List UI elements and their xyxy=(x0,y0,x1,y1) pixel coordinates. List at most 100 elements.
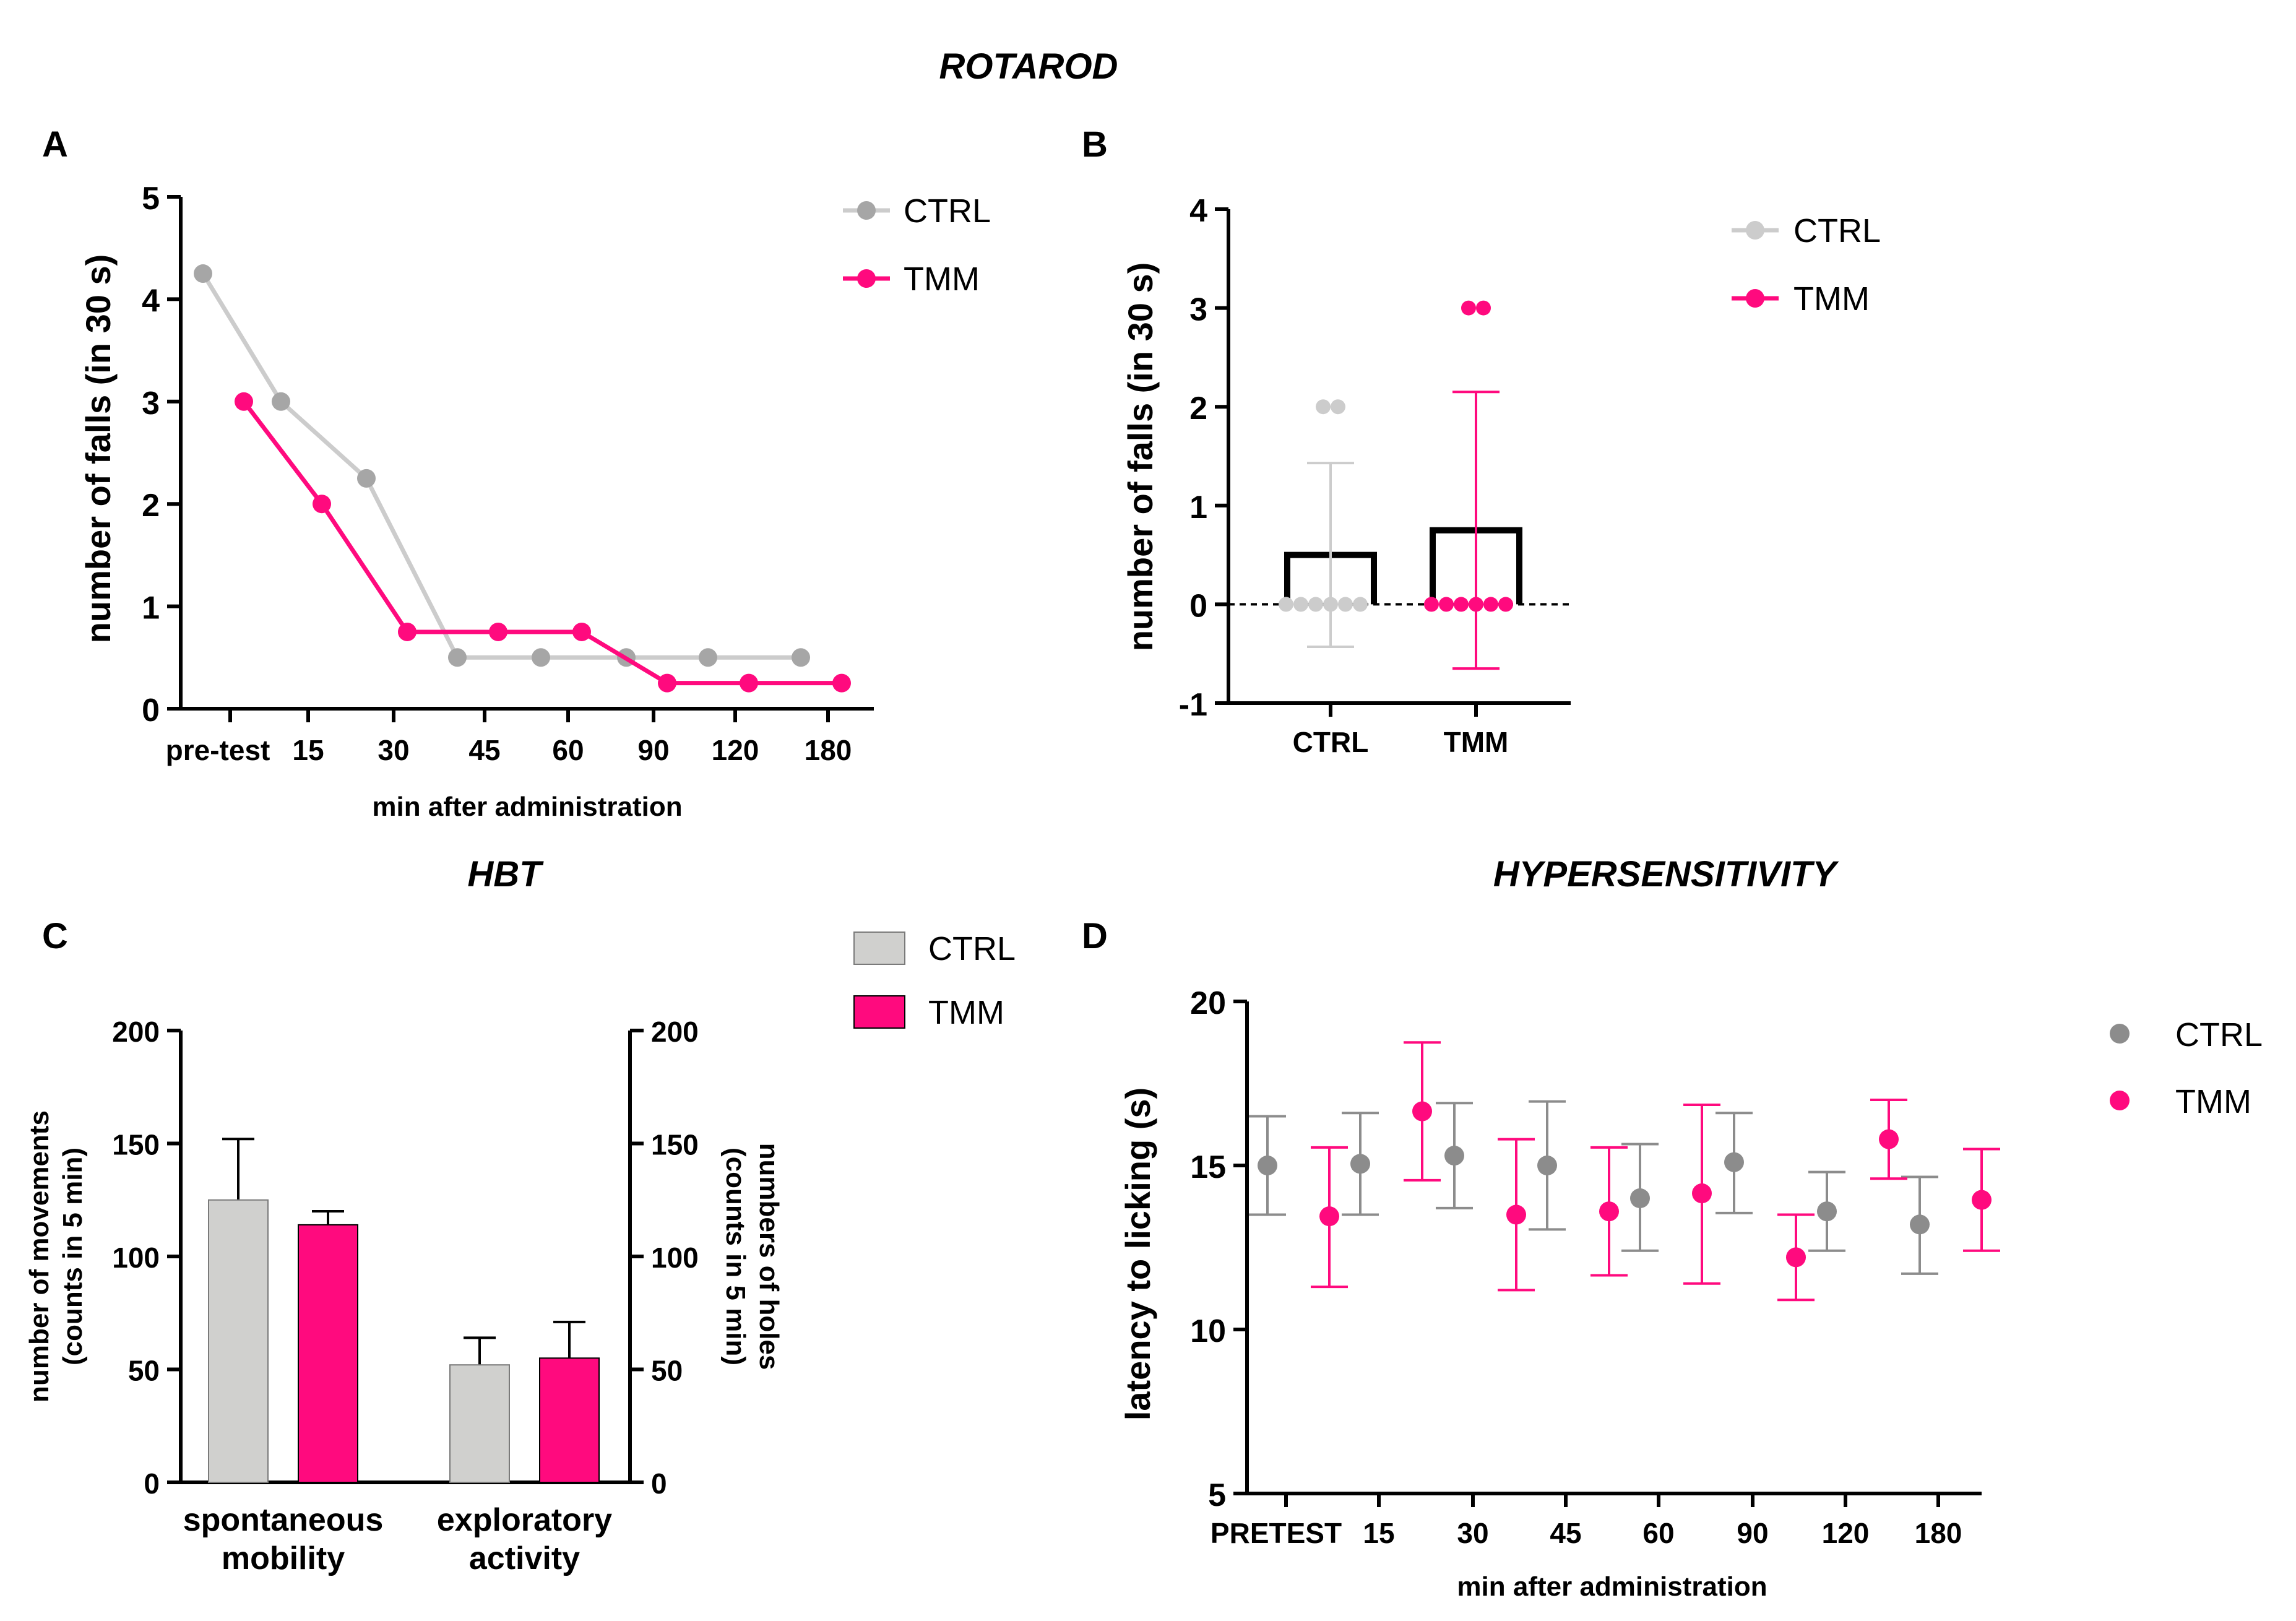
title-rotarod: ROTAROD xyxy=(939,46,1118,87)
data-point-tmm xyxy=(1879,1129,1899,1149)
x-tick-label: 60 xyxy=(1642,1517,1674,1549)
data-point xyxy=(1293,597,1308,612)
y-tick-label: -1 xyxy=(1179,687,1207,723)
x-tick-label: 180 xyxy=(1915,1517,1962,1549)
x-tick-label: 60 xyxy=(552,734,584,766)
y-tick-label-right: 0 xyxy=(651,1468,667,1500)
y-tick-label: 4 xyxy=(1189,193,1207,229)
legend-label: TMM xyxy=(928,994,1004,1031)
legend-swatch xyxy=(853,995,905,1029)
data-point-ctrl xyxy=(1910,1214,1930,1235)
legend-marker xyxy=(857,269,876,288)
data-point xyxy=(1476,300,1491,316)
bar-tmm xyxy=(298,1224,358,1484)
y-tick-label: 2 xyxy=(1189,391,1207,426)
y-tick-label-right: 200 xyxy=(651,1016,699,1048)
data-point-tmm xyxy=(1506,1204,1526,1225)
legend-marker xyxy=(1746,289,1764,308)
x-tick-label: 90 xyxy=(1737,1517,1768,1549)
data-point-tmm xyxy=(572,622,591,641)
data-point xyxy=(1461,300,1476,316)
x-tick-label: mobility xyxy=(222,1541,345,1576)
x-tick-label: 45 xyxy=(1550,1517,1581,1549)
panel-c-bar-chart: 0 0 50 50 100 100 150 150 200 200 number of moveme… xyxy=(24,930,1016,1576)
panel-label-d: D xyxy=(1082,916,1108,956)
y-tick-label: 0 xyxy=(142,693,160,728)
y-tick-label: 3 xyxy=(142,386,160,421)
data-point-tmm xyxy=(489,622,507,641)
data-point-ctrl xyxy=(1258,1156,1277,1175)
x-tick-label: TMM xyxy=(1444,726,1509,758)
y-tick-label-right: 50 xyxy=(651,1355,683,1387)
data-point-tmm xyxy=(658,673,676,693)
data-point-ctrl xyxy=(1630,1188,1650,1208)
y-tick-label: 1 xyxy=(1189,490,1207,525)
data-point xyxy=(1454,597,1469,612)
data-point xyxy=(1439,597,1454,612)
legend-label: CTRL xyxy=(2175,1016,2263,1053)
y-axis-label-right: numbers of holes xyxy=(754,1143,784,1370)
y-tick-label: 20 xyxy=(1190,985,1226,1021)
panel-d-scatter-chart: 5 10 15 20 PRETEST 15 30 45 60 90 120 180 min after … xyxy=(1118,985,2263,1602)
series-line-tmm xyxy=(242,400,842,686)
x-tick-label: 30 xyxy=(1457,1517,1488,1549)
legend-label: TMM xyxy=(904,261,980,298)
data-point xyxy=(1469,597,1483,612)
bar-tmm xyxy=(539,1357,600,1483)
data-point-tmm xyxy=(313,495,331,514)
panel-label-a: A xyxy=(42,124,68,165)
bar-ctrl xyxy=(208,1199,269,1483)
y-tick-label-left: 200 xyxy=(112,1016,160,1048)
y-tick-label-right: 100 xyxy=(651,1242,699,1274)
legend-marker xyxy=(2110,1024,2130,1044)
legend-marker xyxy=(2110,1091,2130,1110)
y-tick-label-left: 0 xyxy=(144,1468,160,1500)
data-point-ctrl xyxy=(1817,1201,1837,1222)
data-point xyxy=(1338,597,1353,612)
x-tick-label: 120 xyxy=(1822,1517,1870,1549)
data-point-ctrl xyxy=(357,469,376,488)
panel-label-b: B xyxy=(1082,124,1108,165)
y-tick-label-left: 100 xyxy=(112,1242,160,1274)
x-tick-label: pre-test xyxy=(166,734,270,766)
data-point-tmm xyxy=(1319,1206,1339,1227)
legend-label: CTRL xyxy=(904,192,991,230)
data-point-tmm xyxy=(1786,1247,1806,1268)
legend-swatch xyxy=(853,932,905,965)
x-tick-label: 90 xyxy=(637,734,669,766)
data-point-tmm xyxy=(235,392,253,411)
y-tick-label-left: 50 xyxy=(128,1355,160,1387)
x-tick-label: CTRL xyxy=(1293,726,1369,758)
data-point-tmm xyxy=(832,673,851,693)
y-tick-label: 5 xyxy=(142,181,160,217)
x-axis-label: min after administration xyxy=(1457,1571,1767,1602)
panel-label-c: C xyxy=(42,916,68,956)
data-point-tmm xyxy=(1599,1201,1619,1222)
y-tick-label: 2 xyxy=(142,488,160,524)
x-tick-label: 15 xyxy=(292,734,324,766)
y-tick-label-right: 150 xyxy=(651,1129,699,1161)
y-tick-label: 4 xyxy=(142,283,160,319)
data-point-tmm xyxy=(1692,1183,1712,1204)
x-tick-label: 15 xyxy=(1363,1517,1394,1549)
data-point-ctrl xyxy=(1350,1154,1370,1174)
data-point xyxy=(1279,597,1293,612)
legend-label: TMM xyxy=(1793,280,1870,318)
y-axis-label: latency to licking (s) xyxy=(1118,1087,1157,1420)
y-axis-label-left: number of movements xyxy=(24,1110,54,1403)
y-tick-label: 10 xyxy=(1190,1313,1226,1349)
x-tick-label: 30 xyxy=(378,734,409,766)
legend-label: TMM xyxy=(2175,1083,2251,1120)
x-tick-label: 180 xyxy=(805,734,852,766)
y-axis-label-left: (counts in 5 min) xyxy=(58,1148,88,1365)
data-point-ctrl xyxy=(272,392,290,411)
x-tick-label: 45 xyxy=(468,734,500,766)
data-point-tmm xyxy=(740,673,758,693)
y-axis-label-right: (counts in 5 min) xyxy=(720,1148,751,1365)
y-axis-label: number of falls (in 30 s) xyxy=(1121,262,1160,652)
data-point xyxy=(1316,399,1331,415)
x-tick-label: 120 xyxy=(712,734,759,766)
data-point-tmm xyxy=(1412,1101,1432,1122)
